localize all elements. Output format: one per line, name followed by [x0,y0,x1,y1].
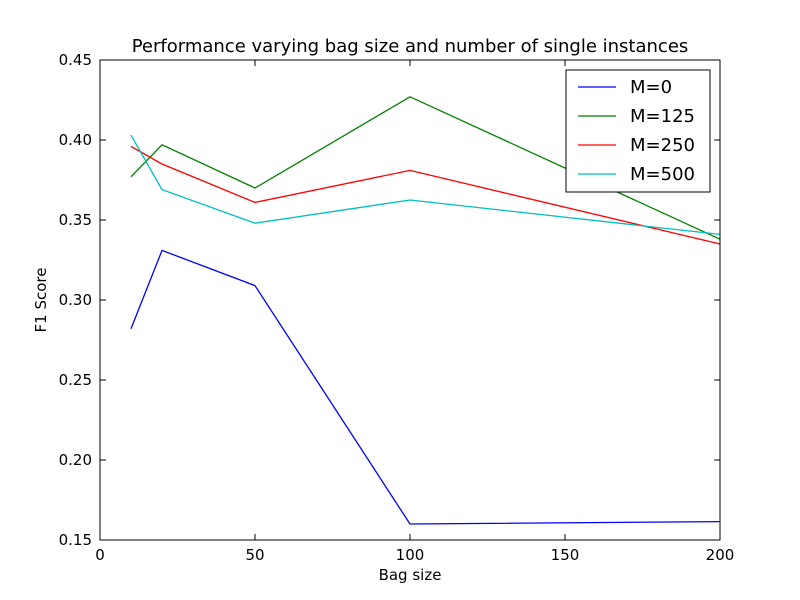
tick-layer: 0 50 100 150 200 0.15 0.20 0.25 0.30 0.35 0.40 0.45 [59,51,735,564]
series-layer [130,96,721,525]
legend: M=0 M=125 M=250 M=500 [565,69,711,193]
y-tick-label: 0.45 [59,51,92,69]
x-tick-label: 100 [396,546,425,564]
y-tick-label: 0.30 [59,291,92,309]
x-tick-label: 0 [95,546,105,564]
x-tick-label: 50 [245,546,264,564]
y-tick-label: 0.15 [59,531,92,549]
legend-label-0: M=0 [630,77,672,98]
y-tick-label: 0.35 [59,211,92,229]
x-tick-label: 150 [551,546,580,564]
legend-label-3: M=500 [630,164,695,185]
legend-box [565,69,711,193]
y-tick-label: 0.20 [59,451,92,469]
legend-label-1: M=125 [630,106,695,127]
y-tick-label: 0.40 [59,131,92,149]
y-axis-label: F1 Score [32,268,50,333]
legend-label-2: M=250 [630,135,695,156]
series-line-2 [130,145,721,245]
y-tick-label: 0.25 [59,371,92,389]
x-tick-label: 200 [706,546,735,564]
x-axis-label: Bag size [379,566,442,584]
chart-title: Performance varying bag size and number … [132,36,689,57]
series-line-1 [130,96,721,240]
series-line-0 [130,249,721,525]
series-line-3 [130,134,721,236]
